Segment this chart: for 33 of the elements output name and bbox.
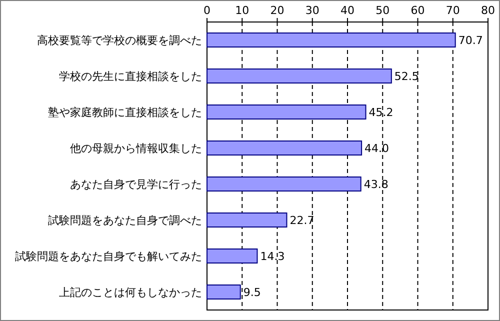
bar	[206, 212, 288, 228]
y-tick-label: 高校要覧等で学校の概要を調べた	[37, 34, 202, 47]
bar	[206, 32, 456, 48]
bar	[206, 284, 241, 300]
x-tick-label: 30	[305, 4, 320, 17]
data-label: 70.7	[458, 34, 483, 47]
data-label: 9.5	[243, 286, 261, 299]
data-label: 52.5	[394, 70, 419, 83]
data-label: 22.7	[290, 214, 314, 227]
y-tick-label: 塾や家庭教師に直接相談をした	[48, 106, 202, 119]
x-tick-label: 80	[481, 4, 495, 17]
x-tick-label: 40	[340, 4, 354, 17]
y-tick-label: 試験問題をあなた自身でも解いてみた	[15, 250, 202, 263]
data-label: 43.8	[364, 178, 388, 191]
bar	[206, 248, 258, 264]
y-tick-label: 他の母親から情報収集した	[70, 142, 202, 155]
bar	[206, 68, 392, 84]
y-tick-label: あなた自身で見学に行った	[70, 178, 202, 191]
y-tick-label: 上記のことは何もしなかった	[59, 286, 202, 299]
x-tick-label: 10	[235, 4, 250, 17]
x-tick-label: 20	[270, 4, 284, 17]
x-tick-label: 0	[204, 4, 210, 17]
y-tick-label: 試験問題をあなた自身で調べた	[48, 214, 202, 227]
data-label: 14.3	[260, 250, 285, 263]
bar	[206, 104, 366, 120]
y-tick-label: 学校の先生に直接相談をした	[59, 70, 202, 83]
data-label: 44.0	[364, 142, 390, 155]
x-tick-label: 50	[376, 4, 390, 17]
bar	[206, 140, 362, 156]
x-tick-label: 60	[410, 4, 425, 17]
data-label: 45.2	[368, 106, 394, 119]
x-tick-label: 70	[446, 4, 460, 17]
bar	[206, 176, 362, 192]
